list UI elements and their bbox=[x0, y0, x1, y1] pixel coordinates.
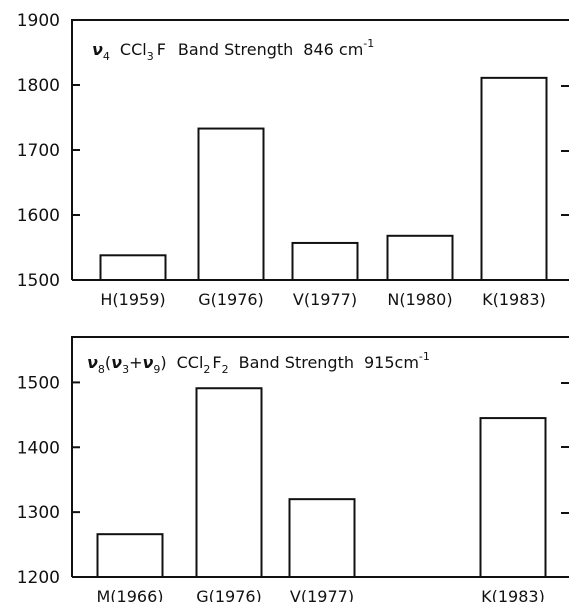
x-category-label: H(1959) bbox=[100, 290, 165, 309]
bar-g-1976- bbox=[195, 387, 263, 579]
y-tick-label: 1700 bbox=[17, 141, 60, 161]
y-tick-label: 1800 bbox=[17, 76, 60, 96]
bars bbox=[96, 387, 547, 579]
bar-k-1983- bbox=[480, 76, 548, 281]
x-category-label: V(1977) bbox=[290, 587, 354, 602]
y-tick-label: 1500 bbox=[17, 373, 60, 393]
x-category-label: G(1976) bbox=[196, 587, 262, 602]
y-tick-label: 1600 bbox=[17, 206, 60, 226]
chart-panel-ccl3f: ν4 CCl3 F Band Strength 846 cm-1 1500 1600 170… bbox=[17, 11, 569, 309]
chart-title: ν4 CCl3 F Band Strength 846 cm-1 bbox=[92, 37, 374, 63]
y-tick-label: 1200 bbox=[17, 568, 60, 588]
bar-m-1966- bbox=[96, 533, 164, 579]
x-axis-labels: M(1966) G(1976) V(1977) K(1983) bbox=[96, 587, 544, 602]
x-category-label: V(1977) bbox=[293, 290, 357, 309]
bar-k-1983- bbox=[479, 417, 547, 578]
chart-title: ν8(ν3+ν9) CCl2 F2 Band Strength 915cm-1 bbox=[87, 350, 430, 376]
y-tick-label: 1900 bbox=[17, 11, 60, 31]
x-axis-labels: H(1959) G(1976) V(1977) N(1980) K(1983) bbox=[100, 290, 545, 309]
bars bbox=[99, 76, 548, 282]
x-category-label: N(1980) bbox=[387, 290, 452, 309]
bar-v-1977- bbox=[288, 498, 356, 579]
x-category-label: G(1976) bbox=[198, 290, 264, 309]
y-tick-label: 1500 bbox=[17, 271, 60, 291]
x-category-label: K(1983) bbox=[481, 587, 545, 602]
y-tick-label: 1400 bbox=[17, 438, 60, 458]
bar-v-1977- bbox=[291, 241, 359, 281]
chart-panel-ccl2f2: ν8(ν3+ν9) CCl2 F2 Band Strength 915cm-1 1200… bbox=[17, 336, 569, 602]
bar-g-1976- bbox=[197, 127, 265, 281]
y-tick-label: 1300 bbox=[17, 503, 60, 523]
y-axis-ticks: 1500 1600 1700 1800 1900 bbox=[17, 11, 569, 291]
x-category-label: M(1966) bbox=[96, 587, 163, 602]
bar-n-1980- bbox=[386, 234, 454, 282]
x-category-label: K(1983) bbox=[482, 290, 546, 309]
bar-h-1959- bbox=[99, 254, 167, 282]
y-axis-ticks: 1200 1300 1400 1500 bbox=[17, 373, 569, 588]
